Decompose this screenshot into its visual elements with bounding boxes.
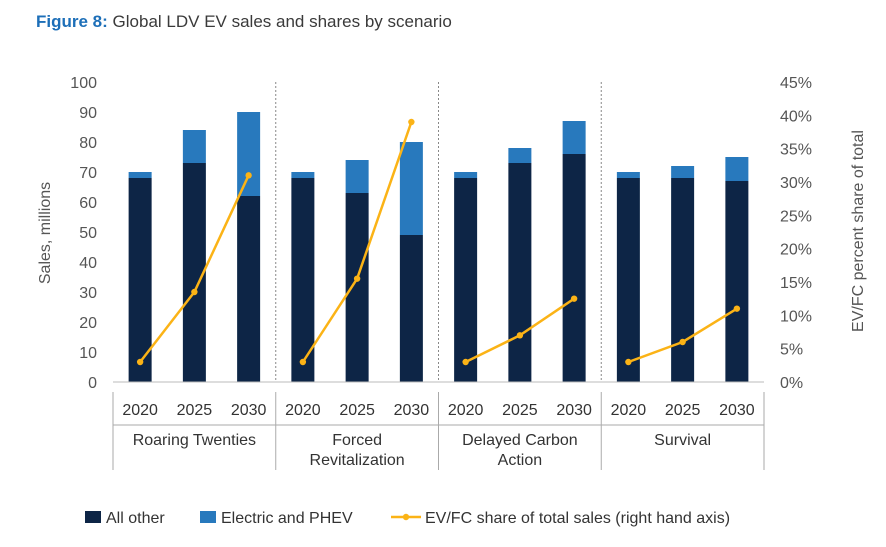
y-tick-label: 10 — [79, 345, 97, 362]
bar-electric-phev — [128, 172, 152, 178]
y-tick-label: 0 — [88, 375, 97, 392]
legend-swatch-all-other — [85, 511, 101, 523]
y-tick-label: 80 — [79, 135, 97, 152]
y-tick-label: 30 — [79, 285, 97, 302]
category-label: 2020 — [285, 402, 321, 419]
y-tick-label: 40 — [79, 255, 97, 272]
bar-electric-phev — [399, 142, 423, 235]
share-point — [570, 295, 578, 302]
y2-tick-label: 45% — [780, 75, 812, 92]
category-label: 2030 — [719, 402, 755, 419]
bar-electric-phev — [671, 166, 695, 178]
y2-tick-label: 35% — [780, 142, 812, 159]
bar-electric-phev — [345, 160, 369, 193]
bar-electric-phev — [291, 172, 315, 178]
bar-electric-phev — [182, 130, 206, 163]
y-tick-label: 20 — [79, 315, 97, 332]
share-point — [679, 338, 686, 346]
bar-all-other — [454, 178, 478, 382]
group-label: Forced Revitalization — [310, 432, 405, 469]
legend-swatch-share-point — [402, 513, 410, 521]
share-point — [625, 358, 632, 366]
y2-tick-label: 5% — [780, 342, 803, 359]
y2-tick-label: 40% — [780, 108, 812, 125]
share-point — [462, 358, 469, 366]
category-label: 2025 — [339, 402, 375, 419]
figure-label: Figure 8: — [36, 12, 108, 31]
bar-electric-phev — [237, 112, 261, 196]
legend-label-all-other: All other — [106, 510, 165, 527]
share-point — [516, 332, 524, 339]
share-point — [733, 305, 741, 312]
share-point — [299, 358, 307, 366]
y-tick-label: 60 — [79, 195, 97, 212]
bar-all-other — [399, 235, 423, 382]
bar-all-other — [508, 163, 532, 382]
bar-electric-phev — [562, 121, 586, 154]
y2-tick-label: 25% — [780, 208, 812, 225]
category-label: 2020 — [611, 402, 647, 419]
legend-label-share: EV/FC share of total sales (right hand a… — [425, 510, 730, 527]
y2-tick-label: 0% — [780, 375, 803, 392]
y-axis-title: Sales, millions — [37, 182, 54, 284]
bar-all-other — [616, 178, 640, 382]
share-point — [408, 118, 415, 126]
group-label: Delayed Carbon Action — [462, 432, 578, 469]
y2-tick-label: 10% — [780, 308, 812, 325]
bar-all-other — [128, 178, 152, 382]
share-point — [353, 275, 361, 282]
category-label: 2030 — [556, 402, 592, 419]
bar-electric-phev — [725, 157, 749, 181]
bar-all-other — [725, 181, 749, 382]
figure-caption: Global LDV EV sales and shares by scenar… — [112, 12, 452, 31]
y-tick-label: 50 — [79, 225, 97, 242]
bar-electric-phev — [508, 148, 532, 163]
category-label: 2030 — [394, 402, 430, 419]
category-label: 2020 — [448, 402, 484, 419]
bar-all-other — [562, 154, 586, 382]
group-label: Roaring Twenties — [133, 432, 256, 449]
category-label: 2025 — [502, 402, 538, 419]
bar-all-other — [345, 193, 369, 382]
bar-all-other — [291, 178, 315, 382]
y2-axis-title: EV/FC percent share of total — [850, 130, 867, 332]
category-label: 2025 — [177, 402, 213, 419]
y-tick-label: 100 — [70, 75, 97, 92]
share-point — [245, 172, 252, 179]
y2-tick-label: 15% — [780, 275, 812, 292]
share-point — [136, 358, 144, 366]
bar-all-other — [237, 196, 261, 382]
legend-label-electric: Electric and PHEV — [221, 510, 353, 527]
bar-electric-phev — [616, 172, 640, 178]
y2-tick-label: 30% — [780, 175, 812, 192]
category-label: 2025 — [665, 402, 701, 419]
group-label: Survival — [654, 432, 711, 449]
y-tick-label: 90 — [79, 105, 97, 122]
share-point — [191, 288, 198, 296]
y-tick-label: 70 — [79, 165, 97, 182]
bar-all-other — [671, 178, 695, 382]
bar-all-other — [182, 163, 206, 382]
category-label: 2020 — [122, 402, 158, 419]
y2-tick-label: 20% — [780, 242, 812, 259]
category-label: 2030 — [231, 402, 267, 419]
bar-electric-phev — [454, 172, 478, 178]
figure-title: Figure 8: Global LDV EV sales and shares… — [36, 12, 452, 32]
legend-swatch-electric — [200, 511, 216, 523]
